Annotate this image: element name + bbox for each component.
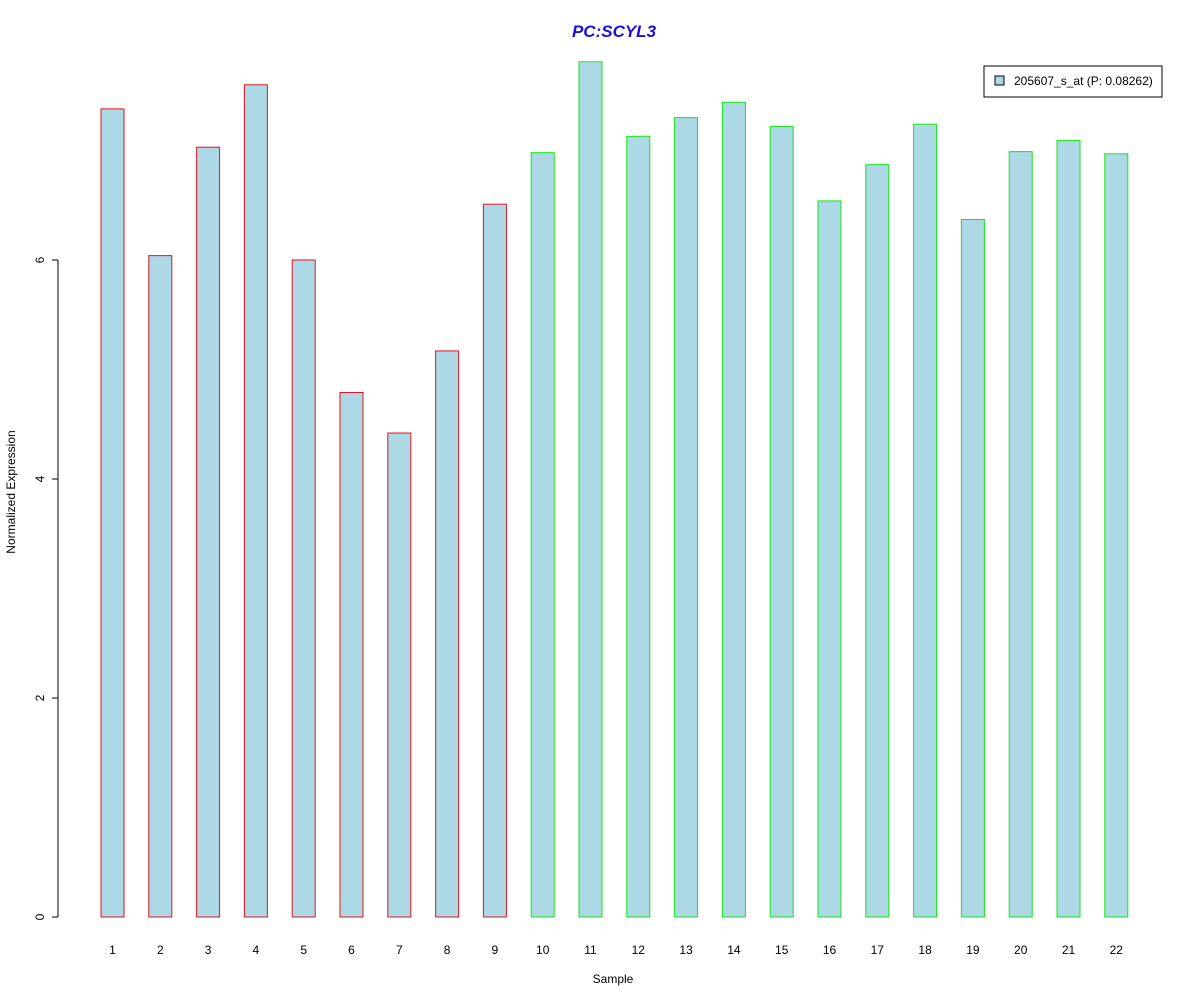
y-tick-label-2: 2 [33,694,47,701]
x-tick-label-12: 12 [632,943,646,957]
legend: 205607_s_at (P: 0.08262) [983,65,1163,98]
x-tick-label-4: 4 [253,943,260,957]
chart-title: PC:SCYL3 [572,22,657,41]
x-tick-label-22: 22 [1110,943,1124,957]
x-tick-label-1: 1 [109,943,116,957]
y-tick-label-4: 4 [33,475,47,482]
bar-sample-7 [387,432,412,918]
bar-sample-5 [291,259,316,918]
x-tick-label-5: 5 [300,943,307,957]
x-tick-label-19: 19 [966,943,980,957]
x-tick-label-15: 15 [775,943,789,957]
x-tick-label-3: 3 [205,943,212,957]
legend-label: 205607_s_at (P: 0.08262) [1014,74,1153,88]
legend-box [983,65,1163,98]
bar-sample-3 [196,146,221,918]
bar-sample-8 [435,350,460,918]
y-axis: 0 2 4 6 [33,256,59,920]
bar-sample-4 [243,84,268,918]
y-tick-label-6: 6 [33,256,47,263]
bar-sample-1 [100,108,125,918]
x-axis-title: Sample [593,972,634,986]
bar-sample-17 [865,164,890,918]
bar-sample-11 [578,61,603,918]
bar-sample-14 [721,101,746,918]
x-tick-label-2: 2 [157,943,164,957]
x-tick-label-11: 11 [584,943,597,957]
x-tick-label-18: 18 [918,943,932,957]
x-tick-label-7: 7 [396,943,403,957]
bar-sample-12 [626,135,651,918]
x-tick-label-6: 6 [348,943,355,957]
x-tick-label-10: 10 [536,943,550,957]
x-tick-labels: 1 2 3 4 5 6 7 8 9 10 11 12 13 14 15 16 17 18 19 20 21 22 [109,943,1123,957]
bar-sample-22 [1104,153,1129,918]
x-tick-label-13: 13 [679,943,693,957]
bar-sample-15 [769,125,794,918]
bar-sample-18 [913,123,938,918]
x-tick-label-9: 9 [492,943,499,957]
bar-sample-9 [482,203,507,918]
y-tick-label-0: 0 [33,913,47,920]
legend-swatch [994,75,1005,86]
bar-sample-19 [960,219,985,918]
y-axis-title: Normalized Expression [4,430,18,553]
bar-sample-16 [817,200,842,918]
bar-sample-13 [674,117,699,918]
x-tick-label-21: 21 [1062,943,1076,957]
bar-sample-10 [530,152,555,918]
bar-sample-20 [1008,151,1033,918]
x-tick-label-16: 16 [823,943,837,957]
bars-group [100,61,1129,918]
bar-sample-2 [148,255,173,918]
bar-sample-6 [339,392,364,918]
x-tick-label-20: 20 [1014,943,1028,957]
x-tick-label-17: 17 [871,943,885,957]
x-tick-label-14: 14 [727,943,741,957]
x-tick-label-8: 8 [444,943,451,957]
bar-sample-21 [1056,140,1081,918]
